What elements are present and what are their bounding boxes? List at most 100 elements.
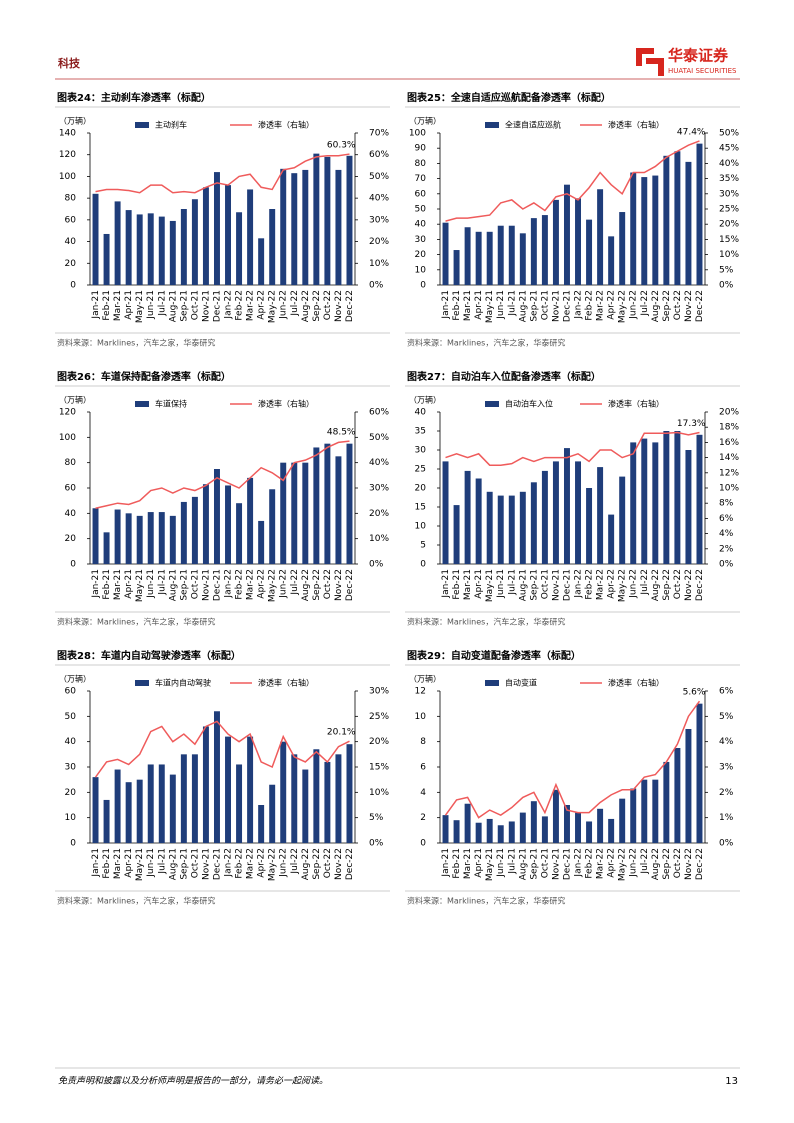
y2-tick-label: 30% [369, 687, 389, 697]
bar [291, 754, 298, 843]
x-tick-label: Apr-21 [124, 569, 134, 599]
bar [258, 805, 265, 843]
x-tick-label: Sep-22 [312, 569, 322, 601]
legend-swatch [485, 122, 499, 128]
bar [191, 496, 198, 564]
y-tick-label: 0 [420, 281, 426, 291]
x-tick-label: Jul-22 [290, 848, 300, 875]
x-tick-label: Oct-21 [540, 848, 550, 878]
x-tick-label: Oct-22 [673, 290, 683, 320]
source: 资料来源：Marklines，汽车之家，华泰研究 [57, 896, 215, 906]
bar [225, 736, 232, 843]
bar [630, 788, 637, 843]
x-tick-label: Feb-22 [235, 290, 245, 321]
bar [552, 461, 559, 564]
bar [586, 821, 593, 843]
x-tick-label: Jul-21 [157, 569, 167, 596]
x-tick-label: Apr-22 [607, 569, 617, 599]
bar [575, 461, 582, 564]
x-tick-label: Nov-21 [551, 569, 561, 601]
bar [442, 461, 449, 564]
bar [136, 779, 143, 843]
x-tick-label: Dec-21 [562, 569, 572, 601]
legend-label: 渗透率（右轴） [258, 399, 314, 409]
source: 资料来源：Marklines，汽车之家，华泰研究 [407, 896, 565, 906]
y-tick-label: 50 [65, 712, 77, 722]
legend-label: 渗透率（右轴） [608, 399, 664, 409]
x-tick-label: Aug-21 [168, 290, 178, 322]
y2-tick-label: 6% [719, 687, 734, 697]
x-tick-label: Sep-21 [529, 290, 539, 322]
bar [313, 447, 320, 564]
y2-tick-label: 10% [369, 259, 389, 269]
y2-tick-label: 70% [369, 129, 389, 139]
y-tick-label: 40 [65, 509, 77, 519]
y2-tick-label: 3% [719, 763, 734, 773]
bar [103, 233, 110, 285]
x-tick-label: Apr-22 [607, 848, 617, 878]
x-tick-label: Jan-21 [91, 569, 101, 599]
bar [552, 199, 559, 285]
x-tick-label: Jan-21 [441, 848, 451, 878]
y-tick-label: 60 [65, 687, 77, 697]
x-tick-label: Jan-21 [441, 290, 451, 320]
y2-tick-label: 25% [369, 712, 389, 722]
x-tick-label: Apr-22 [257, 569, 267, 599]
bar [608, 818, 615, 843]
bar [291, 173, 298, 285]
bar [464, 470, 471, 564]
y-tick-label: 60 [415, 189, 427, 199]
x-tick-label: Sep-21 [179, 290, 189, 322]
x-tick-label: Jul-22 [290, 290, 300, 317]
x-tick-label: Sep-21 [529, 848, 539, 880]
bar [541, 816, 548, 843]
bar [497, 495, 504, 564]
bar [213, 469, 220, 564]
x-tick-label: Oct-22 [673, 569, 683, 599]
y2-tick-label: 0% [369, 560, 384, 570]
x-tick-label: Sep-22 [662, 848, 672, 880]
bar [92, 193, 99, 285]
bar [247, 736, 254, 843]
bar [269, 784, 276, 843]
y2-tick-label: 0% [719, 560, 734, 570]
x-tick-label: May-22 [268, 569, 278, 602]
x-tick-label: Aug-22 [301, 848, 311, 880]
x-tick-label: Sep-22 [312, 848, 322, 880]
bar [280, 168, 287, 285]
bar [619, 798, 626, 843]
bar [497, 825, 504, 843]
x-tick-label: Mar-22 [596, 290, 606, 321]
unit-label: （万辆） [59, 674, 91, 684]
bar [652, 442, 659, 564]
x-tick-label: Apr-22 [257, 848, 267, 878]
bar [247, 189, 254, 285]
bar [630, 442, 637, 564]
y-tick-label: 80 [65, 458, 77, 468]
y-tick-label: 15 [415, 503, 426, 513]
x-tick-label: Oct-21 [190, 848, 200, 878]
x-tick-label: Apr-22 [257, 290, 267, 320]
x-tick-label: May-21 [135, 848, 145, 881]
y2-tick-label: 2% [719, 788, 734, 798]
bar [674, 748, 681, 843]
x-tick-label: Oct-21 [540, 569, 550, 599]
x-tick-label: Dec-22 [345, 569, 355, 601]
unit-label: （万辆） [59, 395, 91, 405]
legend-label: 渗透率（右轴） [258, 678, 314, 688]
bar [202, 484, 209, 564]
y2-tick-label: 25% [719, 205, 739, 215]
bar [136, 515, 143, 564]
x-tick-label: Dec-21 [212, 569, 222, 601]
x-tick-label: May-21 [135, 569, 145, 602]
x-tick-label: Sep-22 [312, 290, 322, 322]
y-tick-label: 40 [65, 237, 77, 247]
y-tick-label: 12 [415, 687, 426, 697]
x-tick-label: Aug-22 [301, 569, 311, 601]
penetration-line [445, 431, 700, 466]
y-tick-label: 40 [415, 220, 427, 230]
bar [663, 761, 670, 843]
y2-tick-label: 40% [369, 458, 389, 468]
y-tick-label: 20 [65, 788, 77, 798]
